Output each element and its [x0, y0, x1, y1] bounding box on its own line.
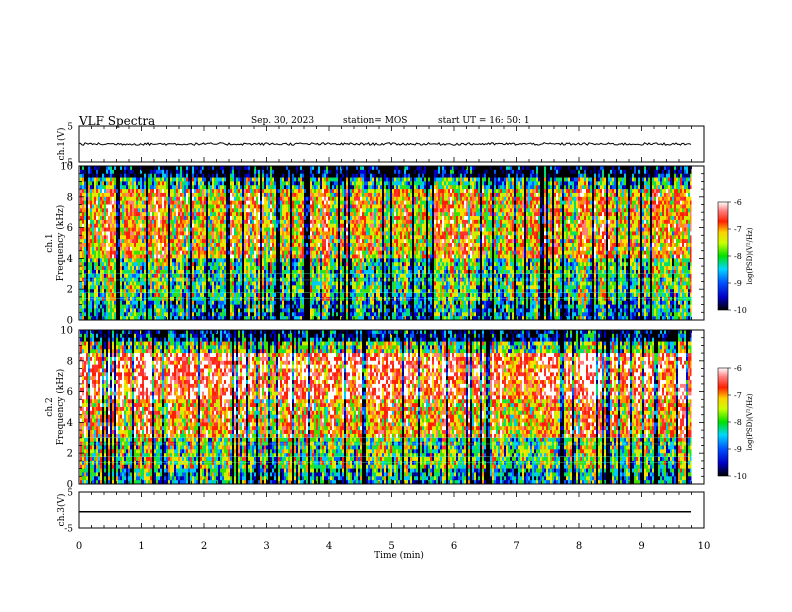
colorbar-tick-label: -7	[734, 391, 742, 400]
colorbar-tick-label: -6	[734, 198, 742, 207]
y-axis-label: ch.3(V)	[56, 494, 67, 527]
colorbar-tick-label: -9	[734, 445, 742, 454]
y-tick-label: 5	[67, 489, 73, 499]
ch2-colorbar	[718, 368, 728, 476]
colorbar-label: log(PSD)(V²/Hz)	[746, 227, 754, 284]
colorbar-tick-label: -8	[734, 252, 742, 261]
x-tick-label: 7	[513, 541, 519, 552]
x-tick-label: 0	[76, 541, 82, 552]
colorbar-tick-label: -8	[734, 418, 742, 427]
x-tick-label: 3	[263, 541, 269, 552]
y-tick-label: 4	[67, 254, 73, 265]
y-tick-label: 6	[67, 223, 73, 234]
ch1-colorbar	[718, 202, 728, 310]
colorbar-tick-label: -7	[734, 225, 742, 234]
y-tick-label: 5	[67, 123, 73, 133]
colorbar-tick-label: -6	[734, 364, 742, 373]
x-tick-label: 1	[138, 541, 144, 552]
colorbar-label: log(PSD)(V²/Hz)	[746, 393, 754, 450]
x-tick-label: 2	[201, 541, 207, 552]
y-tick-label: 8	[67, 356, 73, 367]
x-tick-label: 4	[326, 541, 332, 552]
colorbar-tick-label: -9	[734, 279, 742, 288]
ch1-spectrogram	[79, 166, 704, 320]
x-tick-label: 10	[698, 541, 711, 552]
ch1-waveform-trace	[79, 143, 691, 146]
x-tick-label: 6	[451, 541, 457, 552]
ch3-waveform-frame	[79, 492, 704, 528]
x-tick-label: 8	[576, 541, 582, 552]
y-tick-label: 4	[67, 418, 73, 429]
x-tick-label: 9	[638, 541, 644, 552]
x-axis-label: Time (min)	[374, 550, 424, 561]
y-tick-label: 2	[67, 285, 73, 296]
y-axis-label: ch.1Frequency (kHz)	[45, 205, 66, 282]
y-tick-label: 6	[67, 387, 73, 398]
y-axis-label: ch.2Frequency (kHz)	[45, 369, 66, 446]
ch2-spectrogram	[79, 330, 704, 484]
y-tick-label: 8	[67, 192, 73, 203]
ch1-waveform-line	[79, 143, 691, 146]
y-axis-label: ch.1(V)	[56, 128, 67, 161]
colorbar-tick-label: -10	[734, 472, 747, 481]
y-tick-label: 10	[60, 326, 73, 337]
y-tick-label: 2	[67, 449, 73, 460]
colorbar-tick-label: -10	[734, 306, 747, 315]
